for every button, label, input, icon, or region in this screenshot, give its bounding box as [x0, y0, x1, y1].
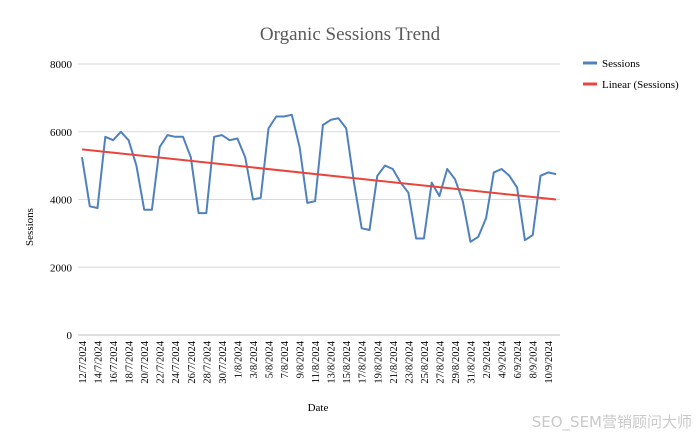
x-axis-label: Date — [308, 402, 329, 414]
legend: Sessions Linear (Sessions) — [583, 58, 679, 91]
legend-label-linear: Linear (Sessions) — [602, 79, 679, 91]
x-tick-label: 3/8/2024 — [249, 340, 260, 378]
x-tick-label: 22/7/2024 — [156, 340, 167, 383]
watermark: SEO_SEM营销顾问大师 — [532, 413, 692, 432]
x-tick-label: 7/8/2024 — [280, 340, 291, 378]
x-tick-label: 21/8/2024 — [389, 340, 400, 383]
x-tick-label: 12/7/2024 — [78, 340, 89, 383]
series-lines — [81, 113, 557, 243]
x-tick-label: 13/8/2024 — [327, 340, 338, 383]
chart-title: Organic Sessions Trend — [260, 24, 441, 45]
x-tick-label: 9/8/2024 — [296, 340, 307, 378]
x-axis-ticks: 12/7/2024 14/7/2024 16/7/2024 18/7/2024 20/7… — [78, 340, 555, 383]
x-tick-label: 11/8/2024 — [311, 340, 322, 383]
x-tick-label: 31/8/2024 — [467, 340, 478, 383]
x-tick-label: 23/8/2024 — [404, 340, 415, 383]
y-axis-label: Sessions — [24, 208, 36, 246]
x-tick-label: 6/9/2024 — [513, 340, 524, 378]
x-tick-label: 8/9/2024 — [529, 340, 540, 378]
x-tick-label: 14/7/2024 — [94, 340, 105, 383]
x-tick-label: 19/8/2024 — [373, 340, 384, 383]
x-tick-label: 25/8/2024 — [420, 340, 431, 383]
x-tick-label: 15/8/2024 — [342, 340, 353, 383]
gridlines — [78, 63, 560, 336]
x-tick-label: 2/9/2024 — [482, 340, 493, 378]
x-tick-label: 27/8/2024 — [435, 340, 446, 383]
legend-label-sessions: Sessions — [602, 58, 640, 70]
y-tick-label: 4000 — [50, 195, 73, 207]
x-tick-label: 18/7/2024 — [125, 340, 136, 383]
y-axis-ticks: 0 2000 4000 6000 8000 — [50, 59, 73, 342]
x-tick-label: 30/7/2024 — [218, 340, 229, 383]
y-tick-label: 6000 — [50, 127, 73, 139]
series-line-linear-trend — [81, 148, 557, 201]
x-tick-label: 28/7/2024 — [202, 340, 213, 383]
y-tick-label: 0 — [67, 330, 73, 342]
x-tick-label: 4/9/2024 — [498, 340, 509, 378]
x-tick-label: 5/8/2024 — [264, 340, 275, 378]
series-line-sessions — [81, 113, 557, 243]
x-tick-label: 17/8/2024 — [358, 340, 369, 383]
x-tick-label: 20/7/2024 — [140, 340, 151, 383]
x-tick-label: 26/7/2024 — [187, 340, 198, 383]
x-tick-label: 10/9/2024 — [544, 340, 555, 383]
x-tick-label: 16/7/2024 — [109, 340, 120, 383]
x-tick-label: 29/8/2024 — [451, 340, 462, 383]
y-tick-label: 2000 — [50, 262, 73, 274]
x-tick-label: 24/7/2024 — [171, 340, 182, 383]
x-tick-label: 1/8/2024 — [233, 340, 244, 378]
y-tick-label: 8000 — [50, 59, 73, 71]
